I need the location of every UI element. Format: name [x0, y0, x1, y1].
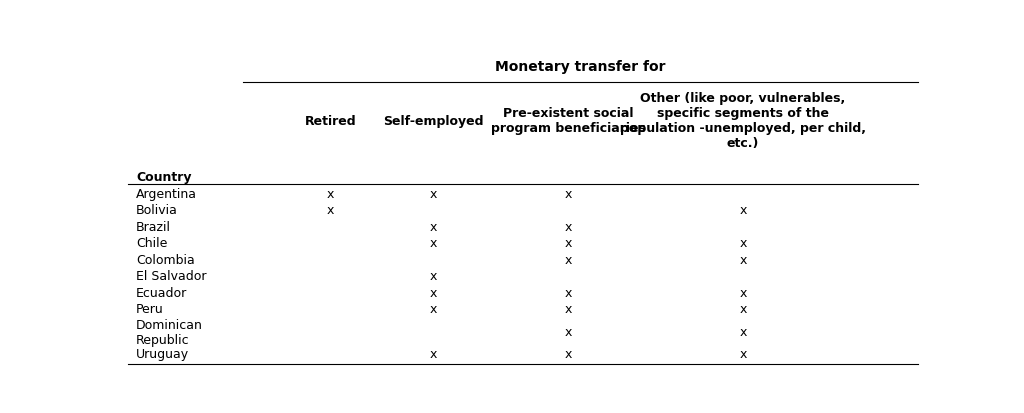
Text: x: x — [739, 286, 746, 299]
Text: Chile: Chile — [136, 237, 167, 250]
Text: x: x — [739, 303, 746, 316]
Text: x: x — [739, 325, 746, 339]
Text: x: x — [327, 204, 334, 217]
Text: Pre-existent social
program beneficiaries: Pre-existent social program beneficiarie… — [492, 107, 646, 135]
Text: x: x — [565, 237, 572, 250]
Text: Retired: Retired — [304, 115, 356, 128]
Text: x: x — [430, 237, 437, 250]
Text: Ecuador: Ecuador — [136, 286, 187, 299]
Text: x: x — [565, 220, 572, 233]
Text: x: x — [430, 347, 437, 360]
Text: x: x — [430, 303, 437, 316]
Text: x: x — [565, 303, 572, 316]
Text: x: x — [739, 253, 746, 266]
Text: Uruguay: Uruguay — [136, 347, 189, 360]
Text: Bolivia: Bolivia — [136, 204, 178, 217]
Text: Dominican
Republic: Dominican Republic — [136, 318, 203, 346]
Text: x: x — [565, 253, 572, 266]
Text: x: x — [565, 188, 572, 200]
Text: x: x — [430, 188, 437, 200]
Text: x: x — [739, 237, 746, 250]
Text: x: x — [430, 286, 437, 299]
Text: Country: Country — [136, 170, 191, 183]
Text: x: x — [565, 286, 572, 299]
Text: El Salvador: El Salvador — [136, 270, 207, 283]
Text: x: x — [327, 188, 334, 200]
Text: Monetary transfer for: Monetary transfer for — [495, 60, 666, 74]
Text: Peru: Peru — [136, 303, 164, 316]
Text: x: x — [565, 347, 572, 360]
Text: Other (like poor, vulnerables,
specific segments of the
population -unemployed, : Other (like poor, vulnerables, specific … — [621, 92, 866, 150]
Text: x: x — [430, 270, 437, 283]
Text: x: x — [430, 220, 437, 233]
Text: Self-employed: Self-employed — [383, 115, 483, 128]
Text: Brazil: Brazil — [136, 220, 171, 233]
Text: Colombia: Colombia — [136, 253, 195, 266]
Text: x: x — [739, 204, 746, 217]
Text: x: x — [739, 347, 746, 360]
Text: Argentina: Argentina — [136, 188, 197, 200]
Text: x: x — [565, 325, 572, 339]
